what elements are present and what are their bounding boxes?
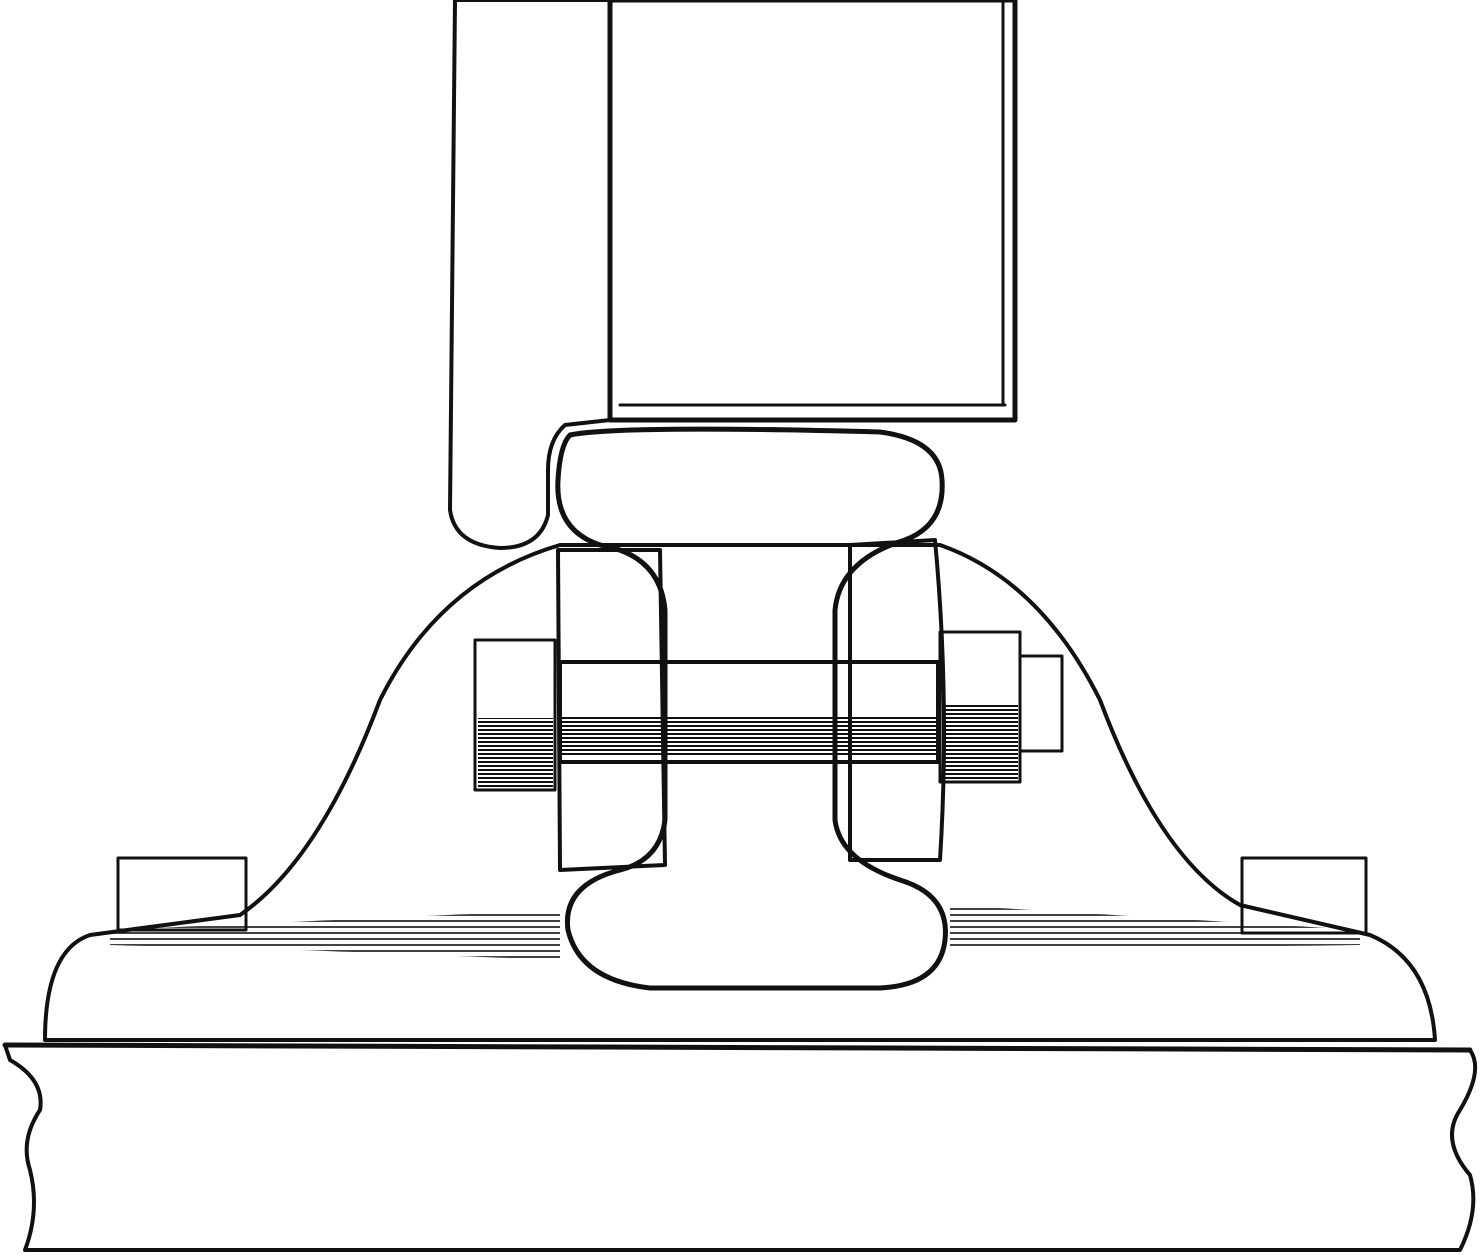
rail-bar [448,0,612,550]
rail-chair [43,543,1437,1042]
wheel-block [607,0,1018,423]
bolt-shank [558,660,940,764]
fish-plates [556,538,946,872]
sleeper-base [2,1042,1478,1252]
bolt [473,630,1064,792]
fish-plate-left [556,548,667,872]
fish-plate-right [848,538,946,862]
bullhead-rail [555,426,948,991]
